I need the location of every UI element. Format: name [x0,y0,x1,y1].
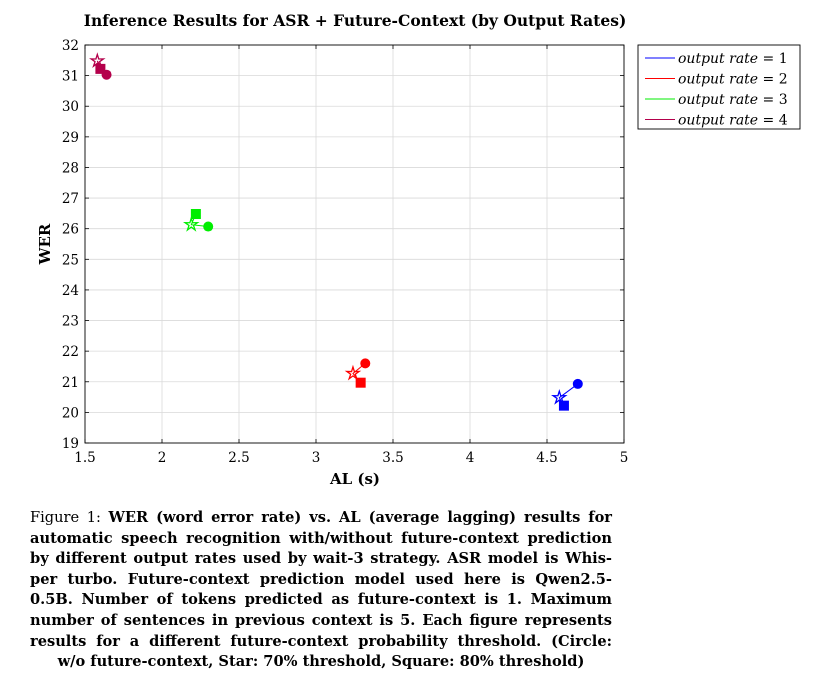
y-tick-label: 23 [62,314,79,330]
x-tick-label: 3.5 [382,450,403,466]
x-tick-label: 2 [158,450,167,466]
legend-label: output rate = 3 [678,92,788,108]
legend-label: output rate = 1 [678,51,788,67]
plot-frame [84,44,625,444]
legend-label-value: = 2 [758,72,788,88]
caption-line: automatic speech recognition with/withou… [30,529,612,550]
data-point-circle [203,221,214,232]
legend-label: output rate = 4 [678,113,788,129]
caption-line: by different output rates used by wait-3… [30,549,612,570]
figure-caption: Figure 1: WER (word error rate) vs. AL (… [30,508,612,673]
y-tick-label: 27 [62,191,79,207]
legend-label-var: output rate [678,92,758,108]
y-tick-label: 32 [62,38,79,54]
x-tick-label: 4 [466,450,475,466]
x-tick-label: 5 [620,450,629,466]
y-tick-label: 29 [62,130,79,146]
legend-label: output rate = 2 [678,72,788,88]
y-tick-label: 20 [62,405,79,421]
caption-bold-text: number of sentences in previous context … [30,611,612,629]
y-tick-label: 26 [62,222,79,238]
caption-bold-text: automatic speech recognition with/withou… [30,529,612,547]
caption-bold-text: results for a different future-context p… [30,632,612,650]
x-tick-label: 2.5 [228,450,249,466]
caption-line: Figure 1: WER (word error rate) vs. AL (… [30,508,612,529]
caption-text: Figure 1: [30,509,109,526]
caption-bold-text: w/o future-context, Star: 70% threshold,… [57,653,585,671]
legend-label-value: = 4 [758,113,788,129]
legend-label-value: = 3 [758,92,788,108]
data-point-star [551,388,568,405]
y-axis-label: WER [36,223,54,265]
y-tick-label: 22 [62,344,79,360]
x-tick-label: 4.5 [536,450,557,466]
data-point-star [344,364,362,381]
grid [85,45,624,443]
data-point-square [190,208,201,219]
x-tick-label: 3 [312,450,321,466]
series-markers [89,52,583,411]
y-tick-label: 25 [62,252,79,268]
data-point-circle [360,358,371,369]
y-tick-label: 21 [62,375,79,391]
data-point-star [89,52,106,68]
data-point-square [95,63,106,74]
caption-line: per turbo. Future-context prediction mod… [30,570,612,591]
caption-line: number of sentences in previous context … [30,611,612,632]
series-lines [96,60,579,406]
y-tick-label: 31 [62,69,79,85]
x-axis-label: AL (s) [329,470,380,488]
chart-title: Inference Results for ASR + Future-Conte… [84,11,627,30]
legend-label-var: output rate [678,51,758,67]
axis-ticks: 1.5 2 2.5 3 3.5 4 4.5 5 19 20 21 22 23 24 25 26 27 28 29 30… [62,38,628,466]
legend-label-var: output rate [678,72,758,88]
legend-box [637,44,801,130]
legend-label-value: = 1 [758,51,788,67]
x-tick-label: 1.5 [74,450,95,466]
caption-bold-text: by different output rates used by wait-3… [30,550,612,568]
caption-line: w/o future-context, Star: 70% threshold,… [30,652,612,673]
legend-label-var: output rate [678,113,758,129]
y-tick-label: 24 [62,283,79,299]
data-point-star [182,216,200,232]
data-point-square [355,377,366,388]
y-tick-label: 28 [62,160,79,176]
caption-bold-text: per turbo. Future-context prediction mod… [30,570,612,588]
y-tick-label: 30 [62,99,79,115]
caption-bold-text: WER (word error rate) vs. AL (average la… [108,509,612,526]
y-tick-label: 19 [62,436,79,452]
caption-bold-text: 0.5B. Number of tokens predicted as futu… [30,591,612,609]
caption-line: results for a different future-context p… [30,632,612,653]
data-point-circle [572,378,583,389]
data-point-square [558,400,569,411]
chart: Inference Results for ASR + Future-Conte… [36,11,801,488]
caption-line: 0.5B. Number of tokens predicted as futu… [30,590,612,611]
